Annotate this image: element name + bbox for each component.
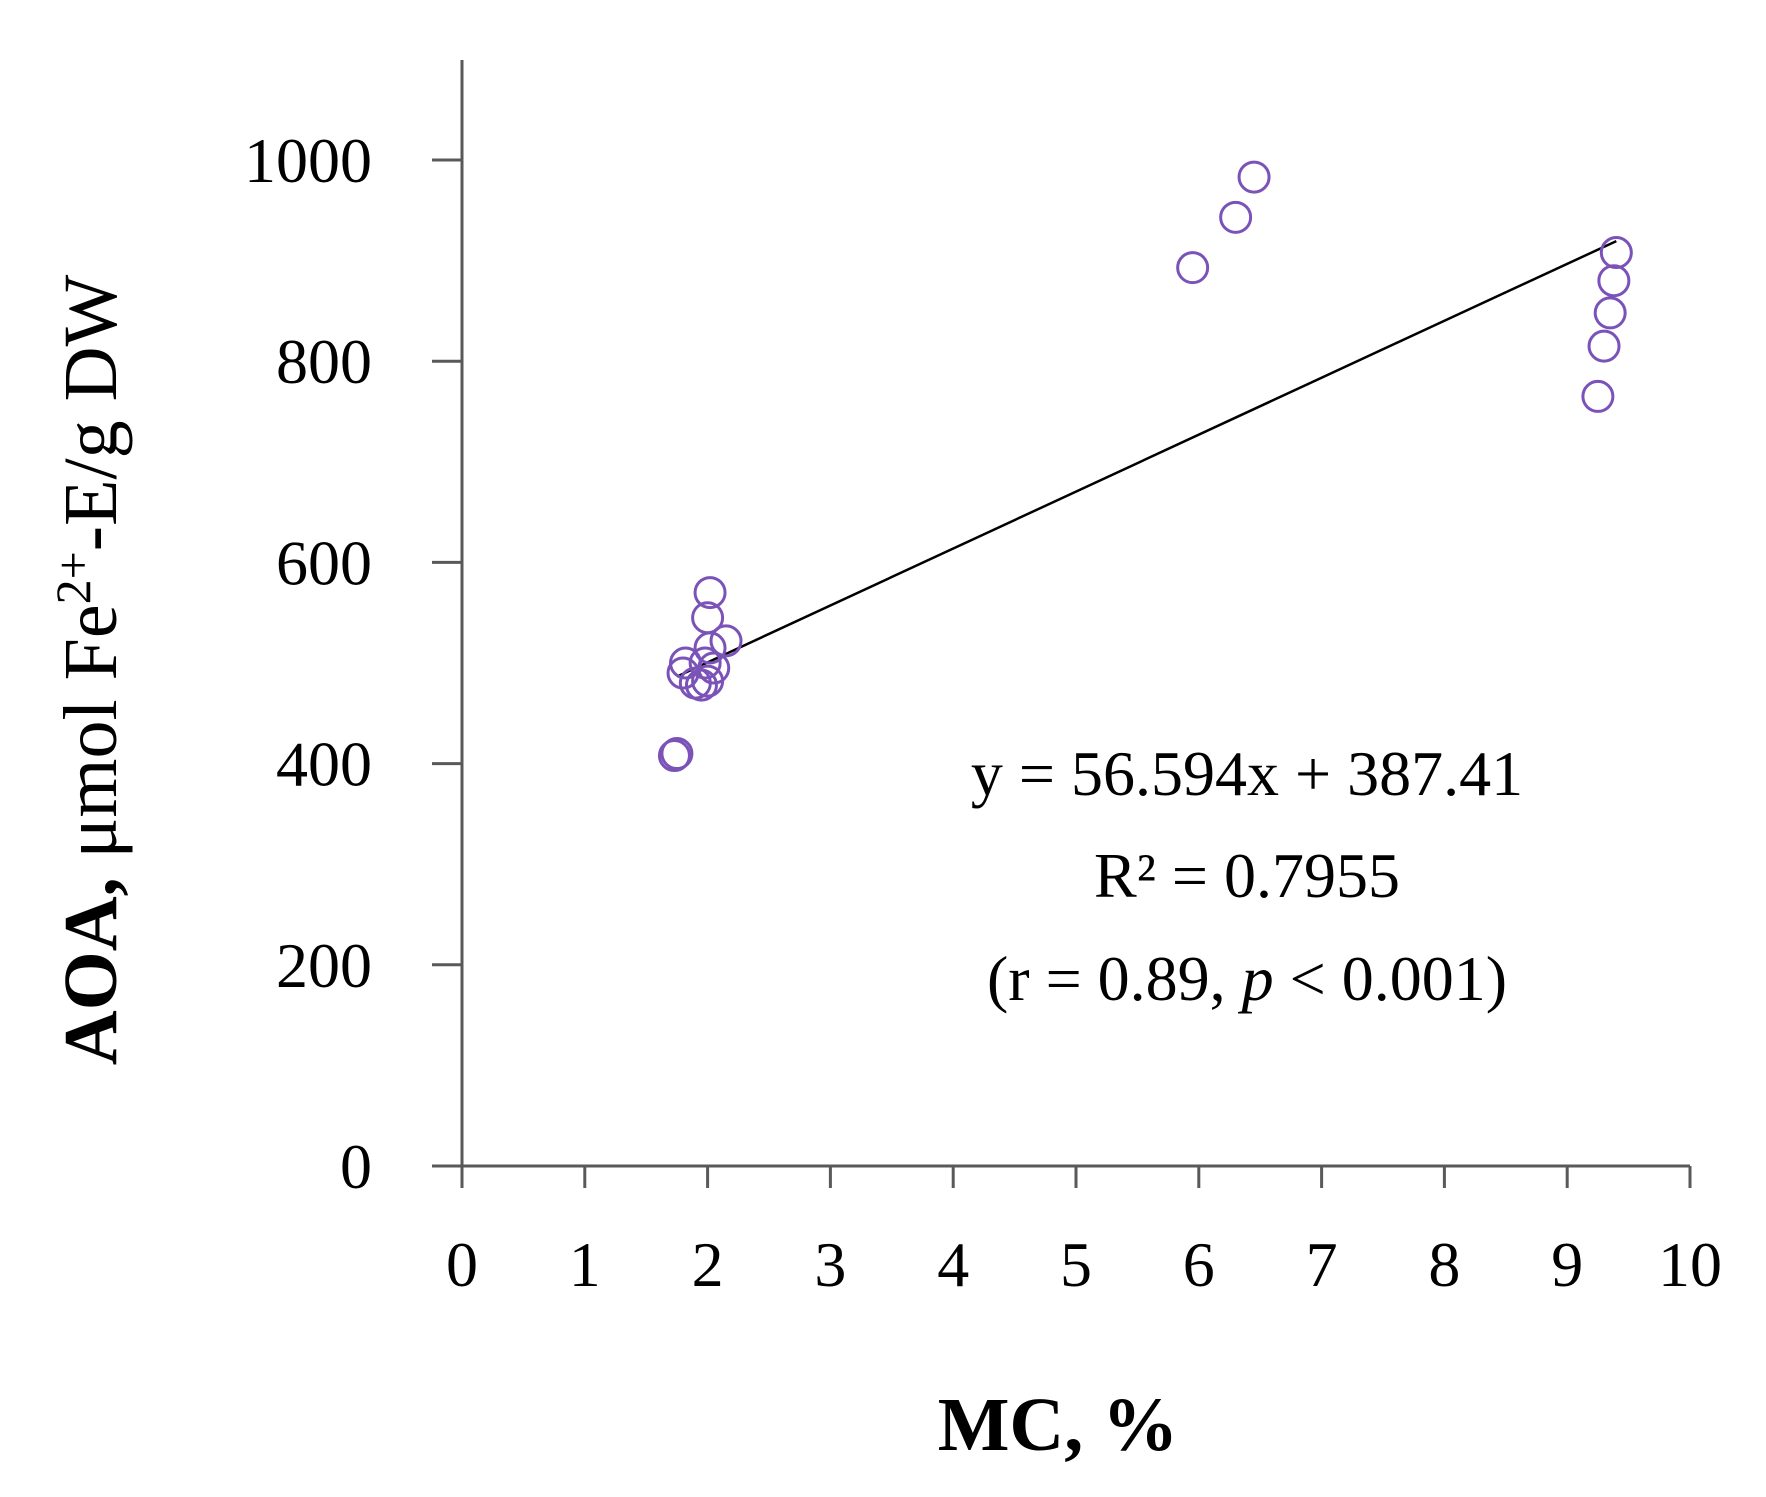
stats-label: (r = 0.89, p < 0.001) xyxy=(987,943,1507,1014)
equation-label: y = 56.594x + 387.41 xyxy=(971,738,1523,809)
stats-prefix: (r = 0.89, xyxy=(987,943,1242,1014)
r-squared-label: R² = 0.7955 xyxy=(1094,840,1400,911)
x-tick-label: 0 xyxy=(446,1229,478,1300)
data-point xyxy=(693,576,727,610)
y-axis-title-unit: μmol Fe xyxy=(49,604,133,877)
x-tick-label: 6 xyxy=(1183,1229,1215,1300)
y-axis-title-unit-rest: -E/g DW xyxy=(49,274,133,551)
stats-suffix: < 0.001) xyxy=(1274,943,1507,1014)
trendline xyxy=(676,239,1617,678)
ticks: 0 1 2 3 4 5 6 7 8 9 10 0 200 400 600 800 1000 xyxy=(244,125,1722,1300)
trendline-group xyxy=(676,239,1617,678)
data-point xyxy=(709,624,743,658)
data-point xyxy=(688,646,722,680)
y-tick-label: 200 xyxy=(276,930,372,1001)
y-tick-label: 400 xyxy=(276,729,372,800)
data-point xyxy=(657,739,691,773)
x-tick-label: 9 xyxy=(1551,1229,1583,1300)
y-tick-label: 600 xyxy=(276,527,372,598)
data-point xyxy=(684,668,718,702)
data-point xyxy=(1587,329,1621,363)
x-tick-label: 2 xyxy=(692,1229,724,1300)
data-points xyxy=(657,160,1633,773)
axes xyxy=(432,60,1690,1184)
y-axis-title-superscript: 2+ xyxy=(45,551,101,604)
x-tick-label: 4 xyxy=(937,1229,969,1300)
data-point xyxy=(1597,264,1631,298)
data-point xyxy=(691,601,725,635)
y-axis-title: AOA, μmol Fe2+-E/g DW xyxy=(45,274,133,1065)
stats-p: p xyxy=(1238,943,1274,1014)
data-point xyxy=(1237,160,1271,194)
x-tick-label: 3 xyxy=(814,1229,846,1300)
x-tick-label: 7 xyxy=(1306,1229,1338,1300)
x-tick-label: 8 xyxy=(1428,1229,1460,1300)
y-tick-label: 1000 xyxy=(244,125,372,196)
x-tick-label: 5 xyxy=(1060,1229,1092,1300)
y-tick-label: 0 xyxy=(340,1131,372,1202)
data-point xyxy=(697,651,731,685)
data-point xyxy=(1599,236,1633,270)
y-tick-label: 800 xyxy=(276,326,372,397)
data-point xyxy=(1219,200,1253,234)
data-point xyxy=(660,737,694,771)
y-axis-title-bold: AOA, xyxy=(49,877,133,1065)
x-axis-title: MC, % xyxy=(938,1383,1179,1467)
x-tick-label: 10 xyxy=(1658,1229,1722,1300)
x-tick-label: 1 xyxy=(569,1229,601,1300)
data-point xyxy=(1176,251,1210,285)
data-point xyxy=(1593,296,1627,330)
regression-annotation: y = 56.594x + 387.41 R² = 0.7955 (r = 0.… xyxy=(971,738,1523,1014)
data-point xyxy=(1581,379,1615,413)
